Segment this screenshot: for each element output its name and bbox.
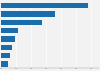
Bar [1,3,88,8]
Bar [1,45,12,50]
Bar [1,11,55,17]
Bar [1,53,10,58]
Bar [1,20,42,25]
Bar [1,28,18,33]
Bar [1,36,15,42]
Bar [1,61,8,67]
